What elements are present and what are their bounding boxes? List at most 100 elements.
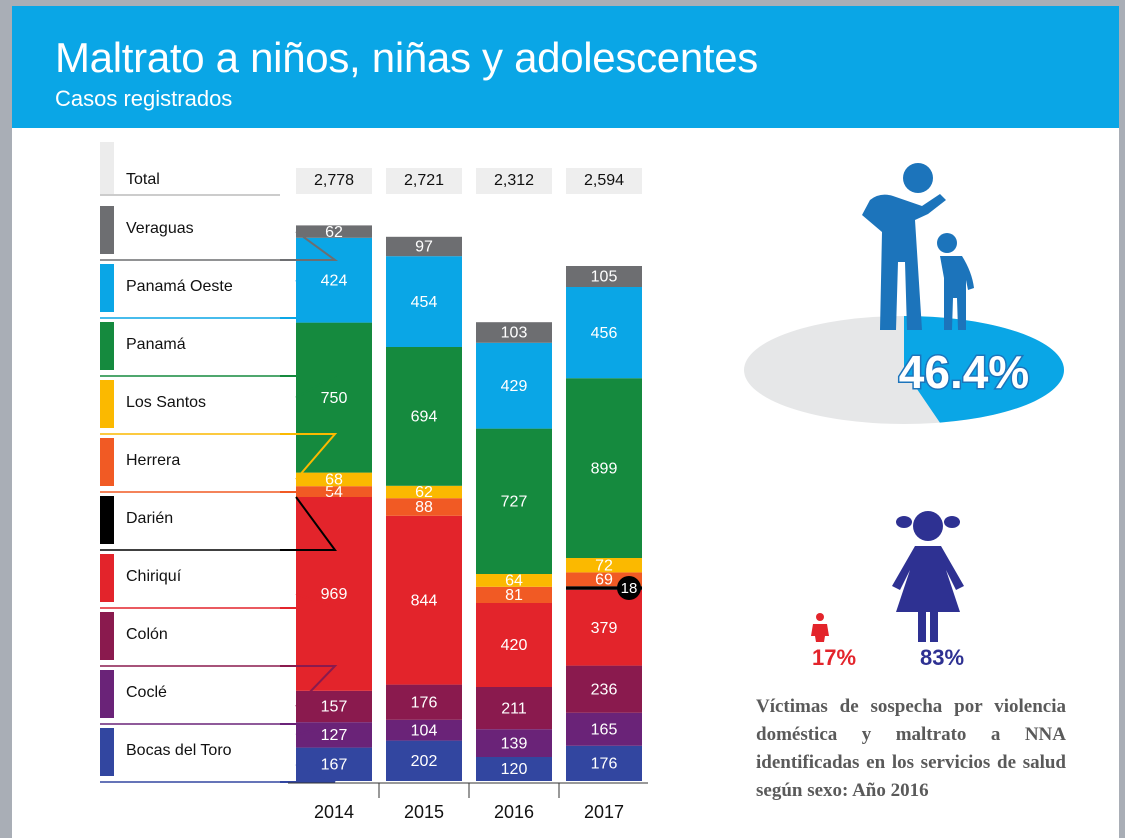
- bar-label-2017-3: 379: [591, 620, 618, 637]
- bar-label-2015-9: 97: [415, 239, 433, 256]
- bar-label-2014-2: 157: [321, 699, 348, 716]
- bar-2014-bocas-del-toro: [296, 747, 372, 781]
- bar-label-2014-9: 62: [325, 224, 343, 241]
- total-swatch: [100, 142, 114, 194]
- bar-label-2017-6: 72: [595, 557, 613, 574]
- child-head: [937, 233, 957, 253]
- legend-label-2: Panamá: [126, 336, 186, 353]
- bar-label-2014-7: 750: [321, 390, 348, 407]
- bar-label-2016-6: 64: [505, 573, 523, 590]
- male-percent-label: 17%: [812, 645, 856, 670]
- legend-connector-0: [280, 230, 339, 261]
- female-percent-label: 83%: [920, 645, 964, 670]
- x-tick-label-2017: 2017: [584, 802, 624, 822]
- bar-label-2015-6: 62: [415, 484, 433, 501]
- bar-2016-los-santos: [476, 574, 552, 587]
- total-value-2017: 2,594: [584, 172, 624, 189]
- bar-label-2016-0: 120: [501, 761, 528, 778]
- bar-2015-veraguas: [386, 236, 462, 257]
- total-value-2014: 2,778: [314, 172, 354, 189]
- legend-label-3: Los Santos: [126, 394, 206, 411]
- adult-child-icon: [862, 163, 974, 330]
- bar-label-2015-0: 202: [411, 753, 438, 770]
- bar-2014-colón: [296, 690, 372, 723]
- legend-connector-5: [280, 496, 337, 551]
- bar-2014-panamá-oeste: [296, 237, 372, 323]
- sex-description-note: Víctimas de sospecha por violencia domés…: [756, 696, 1066, 801]
- bar-2016-panamá-oeste: [476, 342, 552, 429]
- bar-2016-panamá: [476, 428, 552, 574]
- total-box-2015: [386, 168, 462, 194]
- bar-2016-coclé: [476, 729, 552, 757]
- total-value-2016: 2,312: [494, 172, 534, 189]
- legend-swatch-0: [100, 206, 114, 254]
- legend-swatch-5: [100, 496, 114, 544]
- total-value-2015: 2,721: [404, 172, 444, 189]
- legend-swatch-9: [100, 728, 114, 776]
- bar-2015-bocas-del-toro: [386, 740, 462, 781]
- legend-label-7: Colón: [126, 626, 168, 643]
- bar-2014-panamá: [296, 322, 372, 473]
- bar-2017-panamá: [566, 378, 642, 558]
- legend-connector-2: [280, 375, 339, 399]
- legend-connector-8: [280, 723, 336, 736]
- bar-label-2016-3: 420: [501, 637, 528, 654]
- bar-2017-chiriquí: [566, 589, 642, 666]
- bar-label-2014-1: 127: [321, 727, 348, 744]
- bar-2016-bocas-del-toro: [476, 757, 552, 781]
- bar-label-2014-3: 969: [321, 586, 348, 603]
- girl-head: [913, 511, 943, 541]
- pie-slice: [904, 315, 1064, 423]
- darien-callout-value: 18: [621, 580, 638, 597]
- legend-swatch-6: [100, 554, 114, 602]
- legend-swatch-7: [100, 612, 114, 660]
- x-tick-label-2014: 2014: [314, 802, 354, 822]
- bar-2014-chiriquí: [296, 497, 372, 691]
- bar-2015-colón: [386, 684, 462, 720]
- boy-head: [816, 613, 824, 621]
- bar-2016-colón: [476, 687, 552, 730]
- girl-body: [892, 546, 964, 642]
- girl-pigtail-right: [944, 516, 960, 528]
- bar-2015-herrera: [386, 498, 462, 516]
- bar-label-2016-2: 211: [501, 700, 527, 717]
- bar-2016-herrera: [476, 586, 552, 603]
- bar-label-2014-8: 424: [321, 272, 348, 289]
- bar-2017-coclé: [566, 712, 642, 746]
- bar-label-2015-5: 88: [415, 499, 433, 516]
- bar-label-2015-2: 176: [411, 694, 438, 711]
- adult-body: [862, 194, 946, 330]
- legend-label-8: Coclé: [126, 684, 167, 701]
- bar-2015-panamá-oeste: [386, 256, 462, 347]
- frame-top: [0, 0, 1125, 6]
- boy-icon: [811, 613, 829, 642]
- child-body: [940, 256, 974, 330]
- girl-pigtail-left: [896, 516, 912, 528]
- bar-2016-chiriquí: [476, 603, 552, 687]
- bar-2017-veraguas: [566, 266, 642, 287]
- x-tick-label-2015: 2015: [404, 802, 444, 822]
- bar-2017-bocas-del-toro: [566, 745, 642, 781]
- bar-2017-panamá-oeste: [566, 287, 642, 379]
- legend-label-6: Chiriquí: [126, 568, 182, 585]
- bar-label-2017-9: 105: [591, 269, 618, 286]
- legend-swatch-1: [100, 264, 114, 312]
- bar-label-2015-3: 844: [411, 592, 438, 609]
- frame-right: [1119, 0, 1125, 838]
- bar-label-2014-0: 167: [321, 757, 348, 774]
- legend-label-1: Panamá Oeste: [126, 278, 233, 295]
- adult-head: [903, 163, 933, 193]
- legend-swatch-3: [100, 380, 114, 428]
- bar-label-2017-7: 899: [591, 460, 618, 477]
- legend-connector-3: [280, 433, 338, 481]
- total-box-2017: [566, 168, 642, 194]
- legend-swatch-4: [100, 438, 114, 486]
- bar-2015-chiriquí: [386, 515, 462, 685]
- bar-label-2017-8: 456: [591, 325, 618, 342]
- frame-left: [0, 0, 12, 838]
- bar-2015-coclé: [386, 719, 462, 741]
- total-box-2016: [476, 168, 552, 194]
- bar-label-2015-1: 104: [411, 722, 438, 739]
- bar-label-2015-7: 694: [411, 409, 438, 426]
